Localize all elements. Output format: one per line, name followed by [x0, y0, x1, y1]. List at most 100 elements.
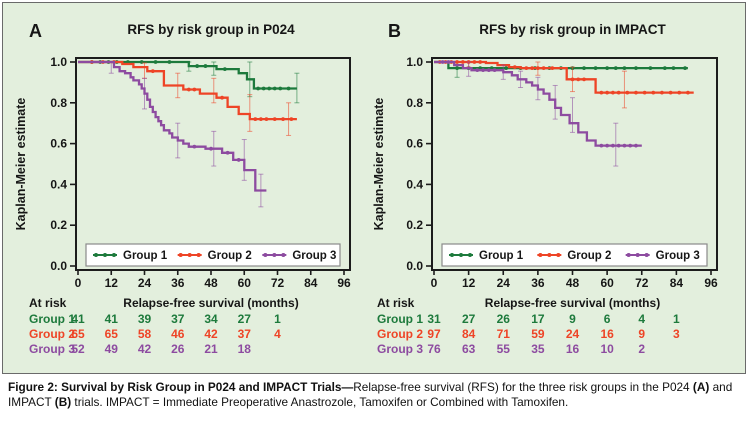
y-tick-label: 1.0: [50, 55, 67, 69]
at-risk-count: 42: [138, 342, 152, 356]
panel-label: A: [29, 21, 42, 41]
caption-bold-a: (A): [692, 380, 710, 394]
y-axis-label: Kaplan-Meier estimate: [14, 98, 28, 231]
x-tick-label: 36: [531, 276, 545, 290]
at-risk-count: 18: [238, 342, 252, 356]
x-tick-label: 48: [566, 276, 580, 290]
panel-label: B: [388, 21, 401, 41]
y-tick-label: 0.8: [406, 96, 423, 110]
x-tick-label: 96: [704, 276, 718, 290]
at-risk-count: 1: [274, 312, 281, 326]
legend-label: Group 1: [123, 250, 168, 262]
y-tick-label: 0.0: [406, 259, 423, 273]
at-risk-count: 39: [138, 312, 152, 326]
at-risk-group-label: Group 1: [377, 312, 423, 326]
caption-bold-lead: Figure 2: Survival by Risk Group in P024…: [8, 380, 354, 394]
caption-text-3: trials. IMPACT = Immediate Preoperative …: [71, 394, 569, 409]
at-risk-count: 71: [497, 327, 511, 341]
y-tick-label: 0.2: [406, 218, 423, 232]
at-risk-count: 97: [427, 327, 441, 341]
x-tick-label: 60: [600, 276, 614, 290]
at-risk-count: 27: [462, 312, 476, 326]
y-tick-label: 0.0: [50, 259, 67, 273]
at-risk-count: 4: [274, 327, 281, 341]
at-risk-count: 1: [673, 312, 680, 326]
at-risk-count: 26: [171, 342, 185, 356]
panel-b-chart: B RFS by risk group in IMPACT Kaplan-Meier…: [372, 21, 718, 356]
at-risk-count: 10: [600, 342, 614, 356]
x-tick-label: 12: [462, 276, 476, 290]
at-risk-group-label: Group 3: [29, 342, 75, 356]
chart-title: RFS by risk group in IMPACT: [479, 22, 666, 37]
at-risk-count: 34: [204, 312, 218, 326]
x-tick-label: 24: [497, 276, 511, 290]
x-tick-label: 84: [670, 276, 684, 290]
km-curve-group-2: [434, 60, 694, 109]
x-tick-label: 72: [635, 276, 649, 290]
at-risk-count: 41: [71, 312, 85, 326]
legend: [85, 243, 341, 267]
at-risk-count: 31: [427, 312, 441, 326]
at-risk-count: 46: [171, 327, 185, 341]
x-tick-label: 48: [204, 276, 218, 290]
at-risk-count: 16: [566, 342, 580, 356]
at-risk-count: 35: [531, 342, 545, 356]
at-risk-count: 2: [638, 342, 645, 356]
at-risk-header: At risk: [29, 296, 67, 310]
y-tick-label: 0.4: [50, 177, 67, 191]
x-tick-label: 60: [238, 276, 252, 290]
caption-text-1: Relapse-free survival (RFS) for the thre…: [353, 380, 693, 394]
at-risk-count: 42: [204, 327, 218, 341]
at-risk-count: 63: [462, 342, 476, 356]
y-tick-label: 0.6: [406, 137, 423, 151]
at-risk-count: 27: [238, 312, 252, 326]
y-tick-label: 0.2: [50, 218, 67, 232]
km-figure-box: A RFS by risk group in P024 Kaplan-Meier e…: [2, 2, 746, 374]
at-risk-count: 55: [497, 342, 511, 356]
x-tick-label: 0: [75, 276, 82, 290]
at-risk-count: 65: [71, 327, 85, 341]
y-tick-label: 1.0: [406, 55, 423, 69]
caption-text-2: and IMPACT: [8, 380, 733, 409]
at-risk-count: 52: [71, 342, 85, 356]
legend-label: Group 2: [567, 250, 611, 262]
x-tick-label: 96: [337, 276, 351, 290]
at-risk-group-label: Group 3: [377, 342, 423, 356]
at-risk-group-label: Group 2: [29, 327, 75, 341]
figure-caption: Figure 2: Survival by Risk Group in P024…: [2, 380, 750, 410]
at-risk-count: 76: [427, 342, 441, 356]
x-tick-label: 36: [171, 276, 185, 290]
x-axis-label: Relapse-free survival (months): [485, 296, 660, 310]
km-curve-group-3: [434, 60, 642, 167]
y-axis-label: Kaplan-Meier estimate: [372, 98, 386, 231]
at-risk-count: 37: [171, 312, 185, 326]
x-axis-label: Relapse-free survival (months): [123, 296, 298, 310]
panel-a-chart: A RFS by risk group in P024 Kaplan-Meier e…: [14, 21, 351, 356]
at-risk-count: 3: [673, 327, 680, 341]
at-risk-count: 65: [105, 327, 119, 341]
legend-label: Group 3: [292, 250, 336, 262]
caption-bold-b: (B): [54, 394, 72, 409]
x-tick-label: 0: [431, 276, 438, 290]
chart-title: RFS by risk group in P024: [127, 22, 295, 37]
plot-frame: [426, 57, 718, 275]
x-tick-label: 72: [271, 276, 285, 290]
at-risk-count: 9: [638, 327, 645, 341]
plot-frame: [70, 57, 351, 275]
at-risk-count: 41: [105, 312, 119, 326]
x-tick-label: 12: [105, 276, 119, 290]
legend-label: Group 2: [208, 250, 252, 262]
at-risk-count: 17: [531, 312, 545, 326]
at-risk-count: 58: [138, 327, 152, 341]
x-tick-label: 84: [304, 276, 318, 290]
km-curves: [78, 60, 300, 208]
at-risk-count: 9: [569, 312, 576, 326]
at-risk-count: 24: [566, 327, 580, 341]
y-tick-label: 0.8: [50, 96, 67, 110]
at-risk-group-label: Group 1: [29, 312, 75, 326]
at-risk-count: 37: [238, 327, 252, 341]
at-risk-count: 6: [604, 312, 611, 326]
km-curves: [434, 60, 694, 167]
at-risk-header: At risk: [377, 296, 415, 310]
